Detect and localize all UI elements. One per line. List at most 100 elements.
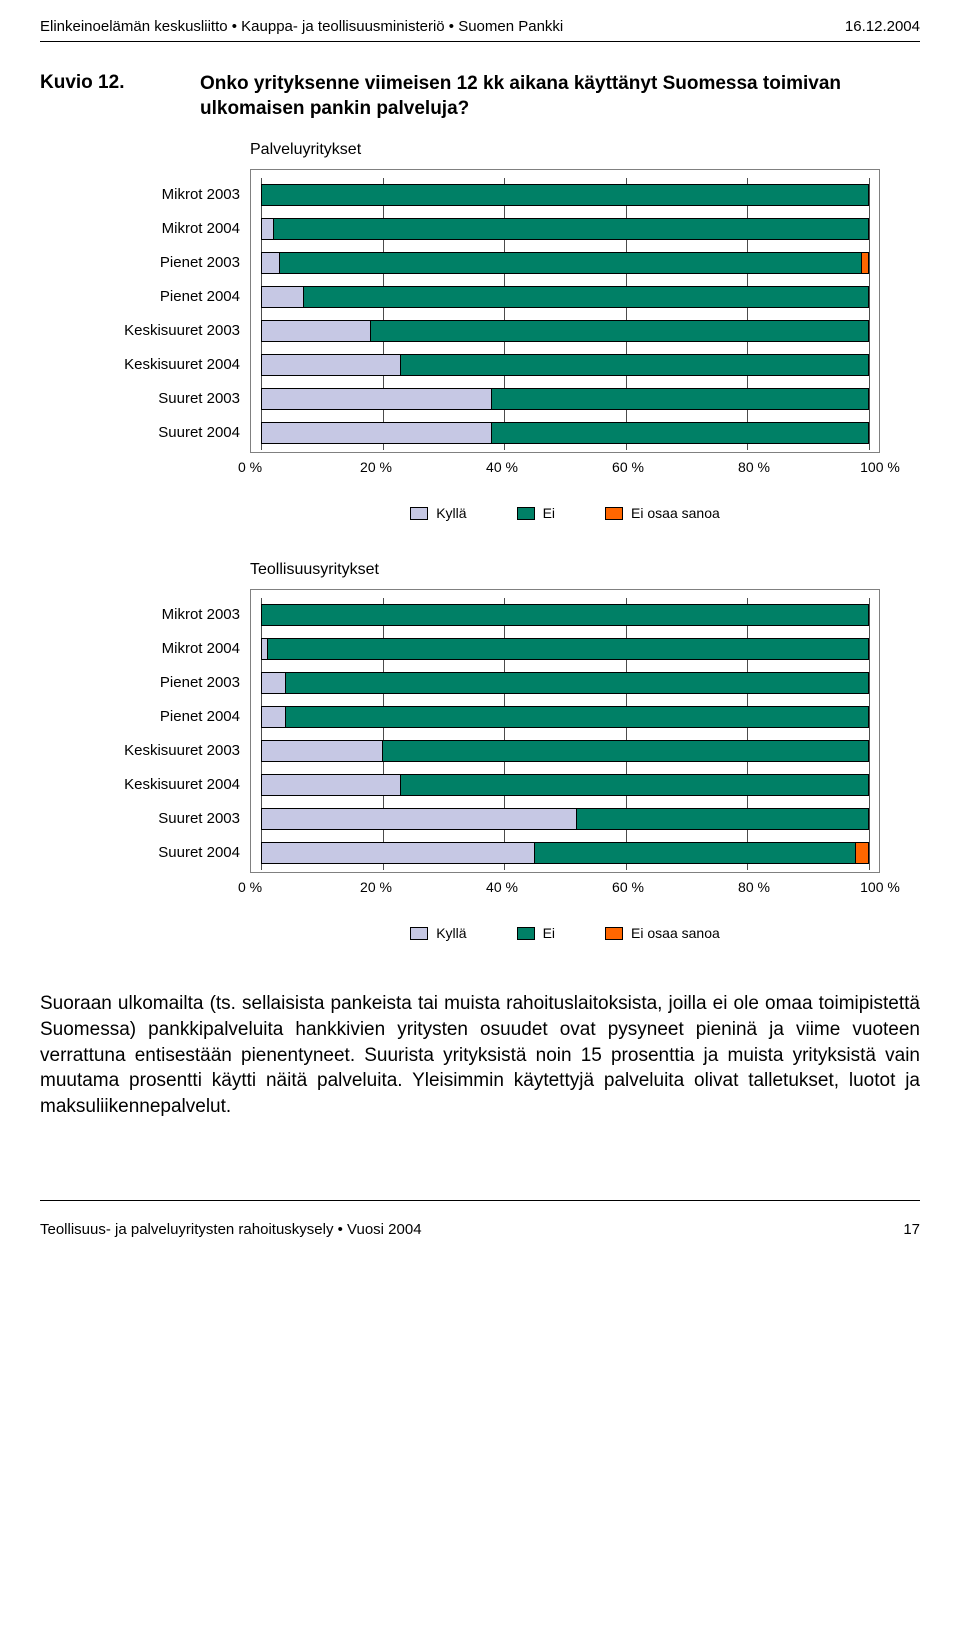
bar-segment xyxy=(286,673,868,693)
bar-row xyxy=(261,314,869,348)
legend-label: Kyllä xyxy=(436,925,466,941)
xtick-label: 0 % xyxy=(238,459,262,475)
bar-segment xyxy=(371,321,868,341)
bar-row xyxy=(261,802,869,836)
bar-row xyxy=(261,598,869,632)
bar-segment xyxy=(262,605,868,625)
bar-row xyxy=(261,212,869,246)
category-label: Pienet 2003 xyxy=(80,665,250,699)
footer-page-number: 17 xyxy=(903,1221,920,1238)
xtick-label: 80 % xyxy=(738,459,770,475)
xtick-label: 20 % xyxy=(360,459,392,475)
figure-heading: Kuvio 12. Onko yrityksenne viimeisen 12 … xyxy=(0,72,960,141)
stacked-bar xyxy=(261,672,869,694)
legend-label: Ei osaa sanoa xyxy=(631,505,720,521)
stacked-bar xyxy=(261,604,869,626)
bar-segment xyxy=(262,673,286,693)
chart-1-plot xyxy=(250,169,880,453)
xtick-label: 40 % xyxy=(486,879,518,895)
category-label: Mikrot 2004 xyxy=(80,211,250,245)
bar-row xyxy=(261,700,869,734)
chart-2-body: Mikrot 2003Mikrot 2004Pienet 2003Pienet … xyxy=(80,589,880,873)
stacked-bar xyxy=(261,422,869,444)
legend-item: Ei osaa sanoa xyxy=(605,925,720,941)
category-label: Mikrot 2003 xyxy=(80,597,250,631)
xtick-label: 80 % xyxy=(738,879,770,895)
category-label: Pienet 2003 xyxy=(80,245,250,279)
bar-row xyxy=(261,280,869,314)
legend-item: Ei xyxy=(517,505,555,521)
xtick-label: 20 % xyxy=(360,879,392,895)
legend-label: Ei xyxy=(543,505,555,521)
bar-row xyxy=(261,246,869,280)
bar-segment xyxy=(262,321,371,341)
bar-row xyxy=(261,666,869,700)
gridline xyxy=(869,178,870,450)
xtick-label: 60 % xyxy=(612,879,644,895)
bar-row xyxy=(261,768,869,802)
bar-row xyxy=(261,632,869,666)
legend-swatch xyxy=(410,927,428,940)
chart-1-body: Mikrot 2003Mikrot 2004Pienet 2003Pienet … xyxy=(80,169,880,453)
stacked-bar xyxy=(261,320,869,342)
stacked-bar xyxy=(261,286,869,308)
page: Elinkeinoelämän keskusliitto • Kauppa- j… xyxy=(0,0,960,1258)
chart-1-title: Palveluyritykset xyxy=(250,141,880,159)
chart-1-legend: Kyllä Ei Ei osaa sanoa xyxy=(80,491,880,521)
category-label: Suuret 2003 xyxy=(80,381,250,415)
bar-segment xyxy=(492,423,868,443)
bar-segment xyxy=(262,741,383,761)
header-rule xyxy=(40,41,920,42)
header-date: 16.12.2004 xyxy=(845,18,920,35)
bar-segment xyxy=(268,639,868,659)
bar-row xyxy=(261,348,869,382)
bar-segment xyxy=(262,809,577,829)
stacked-bar xyxy=(261,740,869,762)
xtick-label: 40 % xyxy=(486,459,518,475)
bar-segment xyxy=(262,185,868,205)
category-label: Keskisuuret 2004 xyxy=(80,347,250,381)
category-label: Pienet 2004 xyxy=(80,279,250,313)
bar-segment xyxy=(286,707,868,727)
category-label: Suuret 2004 xyxy=(80,835,250,869)
stacked-bar xyxy=(261,184,869,206)
bar-segment xyxy=(383,741,868,761)
category-label: Suuret 2004 xyxy=(80,415,250,449)
stacked-bar xyxy=(261,388,869,410)
bar-segment xyxy=(262,355,401,375)
bar-segment xyxy=(262,707,286,727)
figure-title: Onko yrityksenne viimeisen 12 kk aikana … xyxy=(200,72,920,121)
bar-segment xyxy=(401,775,868,795)
chart-2: Teollisuusyritykset Mikrot 2003Mikrot 20… xyxy=(80,561,880,941)
bar-row xyxy=(261,178,869,212)
chart-1-xaxis: 0 %20 %40 %60 %80 %100 % xyxy=(250,453,880,471)
page-header: Elinkeinoelämän keskusliitto • Kauppa- j… xyxy=(0,0,960,41)
legend-swatch xyxy=(605,927,623,940)
stacked-bar xyxy=(261,638,869,660)
body-paragraph: Suoraan ulkomailta (ts. sellaisista pank… xyxy=(0,981,960,1199)
xtick-label: 60 % xyxy=(612,459,644,475)
bar-segment xyxy=(262,843,535,863)
legend-swatch xyxy=(517,927,535,940)
bar-segment xyxy=(274,219,868,239)
chart-2-legend: Kyllä Ei Ei osaa sanoa xyxy=(80,911,880,941)
bar-segment xyxy=(304,287,868,307)
chart-2-xaxis: 0 %20 %40 %60 %80 %100 % xyxy=(250,873,880,891)
bar-row xyxy=(261,382,869,416)
bar-segment xyxy=(262,775,401,795)
category-label: Suuret 2003 xyxy=(80,801,250,835)
chart-2-plot xyxy=(250,589,880,873)
bar-segment xyxy=(262,287,304,307)
bar-segment xyxy=(262,389,492,409)
category-label: Keskisuuret 2003 xyxy=(80,733,250,767)
stacked-bar xyxy=(261,808,869,830)
legend-label: Ei xyxy=(543,925,555,941)
bar-segment xyxy=(862,253,868,273)
legend-item: Kyllä xyxy=(410,925,466,941)
stacked-bar xyxy=(261,218,869,240)
legend-swatch xyxy=(605,507,623,520)
category-label: Keskisuuret 2004 xyxy=(80,767,250,801)
legend-label: Kyllä xyxy=(436,505,466,521)
header-left: Elinkeinoelämän keskusliitto • Kauppa- j… xyxy=(40,18,563,35)
footer-left: Teollisuus- ja palveluyritysten rahoitus… xyxy=(40,1221,422,1238)
